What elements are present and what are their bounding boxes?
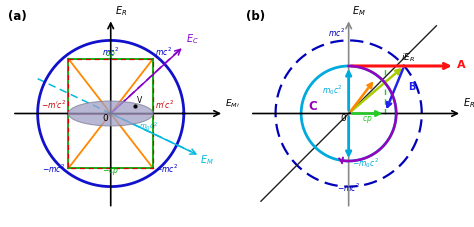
Text: 0: 0 (340, 114, 346, 123)
Text: $E_M$: $E_M$ (352, 4, 366, 18)
Text: $-m'c^2$: $-m'c^2$ (41, 99, 66, 111)
Text: V: V (137, 96, 142, 105)
Text: $E_{M\prime}$: $E_{M\prime}$ (226, 97, 240, 110)
Text: $E_R$: $E_R$ (115, 4, 128, 18)
Text: $mc^2$: $mc^2$ (155, 45, 172, 58)
Text: $-m_0c^2$: $-m_0c^2$ (352, 156, 379, 170)
Text: $m'c^2$: $m'c^2$ (155, 99, 174, 111)
Text: B: B (409, 82, 416, 92)
Text: $-mc^2$: $-mc^2$ (337, 181, 360, 194)
Text: $-mc^2$: $-mc^2$ (42, 163, 65, 175)
Text: C: C (309, 100, 317, 113)
Text: $E_C$: $E_C$ (186, 33, 199, 46)
Text: $mc^2$: $mc^2$ (328, 26, 345, 39)
Text: $-mc^2$: $-mc^2$ (155, 163, 178, 175)
Text: $mc^2$: $mc^2$ (102, 45, 119, 58)
Text: $cp$: $cp$ (362, 114, 372, 125)
Text: A: A (457, 59, 465, 69)
Text: $m_0c^2$: $m_0c^2$ (322, 83, 343, 97)
Text: $E_R$: $E_R$ (464, 96, 474, 110)
Text: $cp$: $cp$ (105, 49, 116, 60)
Ellipse shape (68, 101, 153, 126)
Text: (b): (b) (246, 10, 265, 23)
Text: $m_0c^2$: $m_0c^2$ (138, 121, 157, 133)
Text: $iE_R$: $iE_R$ (401, 51, 415, 64)
Text: $-cp$: $-cp$ (102, 166, 119, 178)
Text: $E_M$: $E_M$ (200, 153, 214, 167)
Text: 0: 0 (102, 114, 108, 123)
Text: (a): (a) (9, 10, 27, 23)
